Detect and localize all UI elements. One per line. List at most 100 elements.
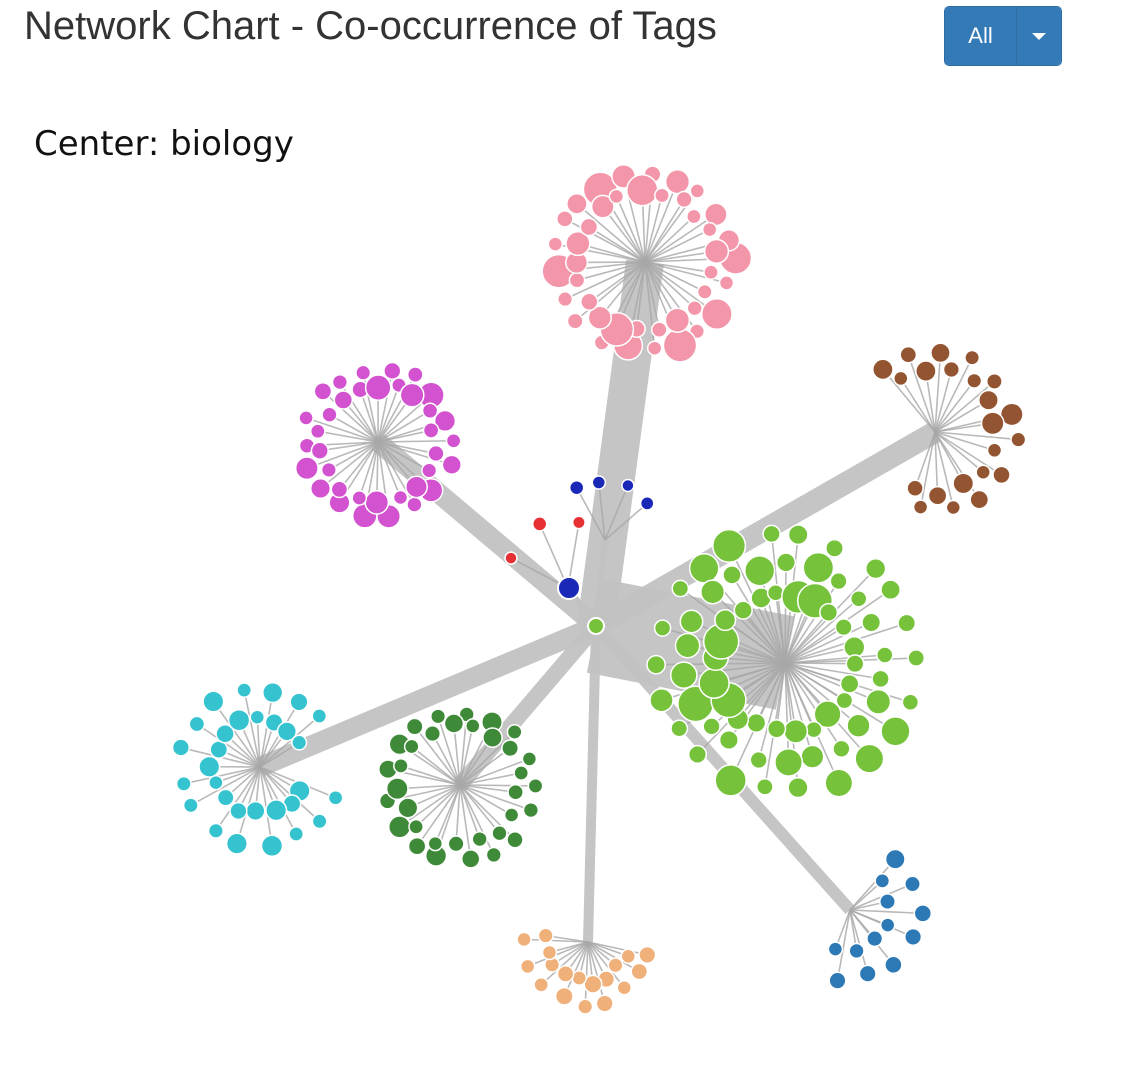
leaf-node[interactable]: [557, 291, 574, 308]
leaf-node[interactable]: [620, 948, 637, 965]
leaf-node[interactable]: [686, 300, 703, 317]
leaf-node[interactable]: [260, 834, 284, 858]
leaf-node[interactable]: [355, 364, 372, 381]
leaf-node[interactable]: [762, 524, 781, 544]
leaf-node[interactable]: [825, 538, 844, 558]
leaf-node[interactable]: [309, 423, 326, 440]
leaf-node[interactable]: [405, 717, 424, 736]
leaf-node[interactable]: [397, 797, 419, 819]
leaf-node[interactable]: [364, 374, 392, 401]
leaf-node[interactable]: [587, 305, 612, 330]
leaf-node[interactable]: [901, 693, 920, 712]
leaf-node[interactable]: [858, 964, 877, 983]
leaf-node[interactable]: [485, 846, 502, 864]
leaf-node[interactable]: [824, 768, 854, 798]
leaf-node[interactable]: [669, 661, 698, 690]
leaf-node[interactable]: [188, 715, 206, 733]
leaf-node[interactable]: [421, 462, 438, 479]
leaf-node[interactable]: [650, 321, 668, 339]
leaf-node[interactable]: [813, 700, 842, 729]
leaf-node[interactable]: [227, 708, 251, 732]
leaf-node[interactable]: [202, 690, 225, 713]
leaf-node[interactable]: [952, 472, 975, 495]
leaf-node[interactable]: [621, 478, 635, 493]
leaf-node[interactable]: [879, 893, 896, 911]
leaf-node[interactable]: [236, 682, 253, 698]
leaf-node[interactable]: [577, 998, 594, 1015]
leaf-node[interactable]: [556, 965, 575, 983]
leaf-node[interactable]: [714, 609, 737, 632]
leaf-node[interactable]: [531, 516, 548, 532]
leaf-node[interactable]: [876, 646, 894, 664]
leaf-node[interactable]: [364, 490, 390, 515]
leaf-node[interactable]: [321, 406, 338, 423]
leaf-node[interactable]: [884, 955, 903, 975]
leaf-node[interactable]: [802, 551, 835, 584]
leaf-node[interactable]: [703, 264, 719, 281]
leaf-node[interactable]: [674, 632, 701, 659]
leaf-node[interactable]: [276, 721, 298, 742]
leaf-node[interactable]: [171, 738, 191, 757]
leaf-node[interactable]: [566, 192, 588, 215]
leaf-node[interactable]: [664, 307, 691, 333]
leaf-node[interactable]: [207, 822, 224, 839]
leaf-node[interactable]: [298, 410, 314, 426]
leaf-node[interactable]: [835, 691, 854, 710]
leaf-node[interactable]: [942, 360, 961, 379]
leaf-node[interactable]: [679, 609, 704, 634]
leaf-node[interactable]: [880, 716, 911, 747]
filter-all-button[interactable]: All: [945, 7, 1017, 65]
leaf-node[interactable]: [829, 572, 848, 591]
leaf-node[interactable]: [871, 669, 890, 689]
leaf-node[interactable]: [880, 579, 901, 601]
leaf-node[interactable]: [405, 475, 428, 499]
leaf-node[interactable]: [445, 432, 462, 449]
leaf-node[interactable]: [639, 496, 655, 511]
leaf-node[interactable]: [291, 734, 308, 751]
leaf-node[interactable]: [216, 788, 235, 807]
leaf-node[interactable]: [714, 764, 747, 797]
leaf-node[interactable]: [441, 454, 462, 475]
leaf-node[interactable]: [787, 524, 809, 546]
leaf-node[interactable]: [879, 917, 896, 933]
leaf-node[interactable]: [702, 717, 721, 736]
leaf-node[interactable]: [289, 692, 309, 712]
leaf-node[interactable]: [927, 485, 948, 506]
leaf-node[interactable]: [712, 528, 747, 563]
leaf-node[interactable]: [966, 372, 983, 389]
leaf-node[interactable]: [703, 238, 730, 265]
leaf-node[interactable]: [913, 904, 933, 923]
leaf-node[interactable]: [333, 390, 354, 410]
leaf-node[interactable]: [675, 190, 693, 209]
leaf-node[interactable]: [854, 743, 885, 774]
leaf-node[interactable]: [507, 783, 524, 801]
leaf-node[interactable]: [225, 832, 248, 855]
leaf-node[interactable]: [465, 718, 481, 734]
leaf-node[interactable]: [846, 713, 871, 738]
leaf-node[interactable]: [408, 818, 424, 835]
leaf-node[interactable]: [839, 674, 860, 694]
leaf-node[interactable]: [930, 342, 951, 364]
subhub-node[interactable]: [557, 576, 581, 600]
leaf-node[interactable]: [626, 173, 659, 207]
leaf-node[interactable]: [537, 927, 554, 944]
leaf-node[interactable]: [766, 719, 787, 739]
leaf-node[interactable]: [403, 738, 420, 755]
leaf-node[interactable]: [406, 366, 424, 383]
leaf-node[interactable]: [175, 775, 192, 792]
leaf-node[interactable]: [506, 831, 524, 849]
leaf-node[interactable]: [554, 986, 574, 1006]
leaf-node[interactable]: [383, 361, 402, 381]
leaf-node[interactable]: [311, 708, 328, 724]
leaf-node[interactable]: [565, 230, 591, 257]
leaf-node[interactable]: [533, 976, 550, 993]
leaf-node[interactable]: [756, 777, 774, 796]
leaf-node[interactable]: [686, 208, 702, 225]
leaf-node[interactable]: [698, 667, 730, 699]
leaf-node[interactable]: [527, 777, 544, 794]
leaf-node[interactable]: [288, 826, 305, 842]
leaf-node[interactable]: [907, 649, 926, 667]
leaf-node[interactable]: [662, 327, 698, 363]
leaf-node[interactable]: [399, 382, 425, 408]
filter-dropdown[interactable]: All: [944, 6, 1062, 66]
